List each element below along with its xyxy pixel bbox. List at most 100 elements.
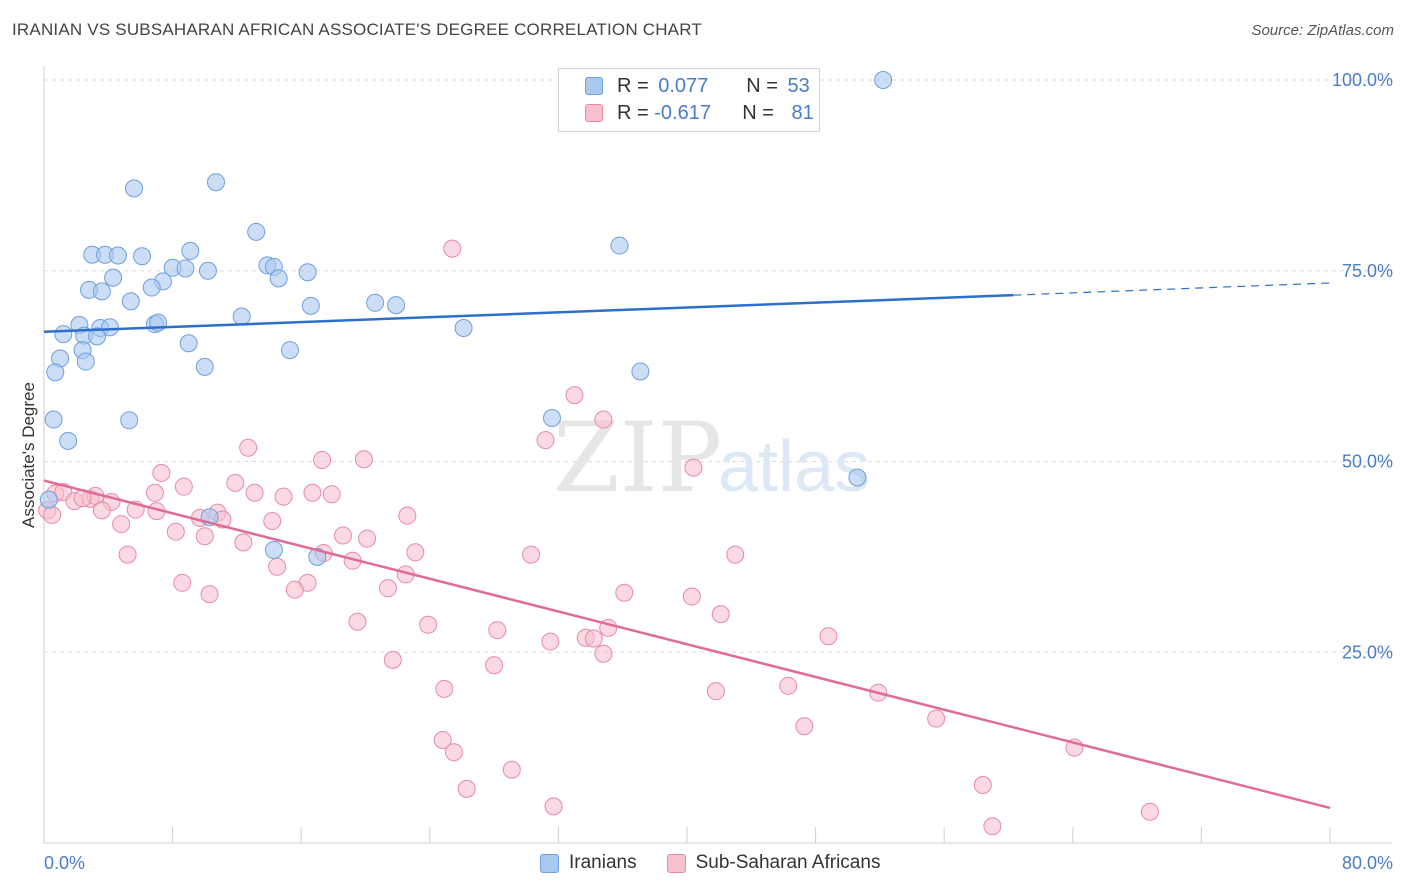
sub-saharan-point (973, 776, 992, 795)
legend-row-iranians: R = 0.077 N = 53 (585, 74, 810, 98)
y-tick-label: 50.0% (1342, 452, 1393, 472)
sub-saharan-point (268, 557, 287, 576)
sub-saharan-point (488, 621, 507, 640)
legend-r-value: -0.617 (654, 101, 711, 124)
sub-saharan-point (274, 487, 293, 506)
iranian-point (454, 318, 473, 337)
iranian-point (88, 327, 107, 346)
iranian-point (44, 410, 63, 429)
sub-saharan-point (226, 473, 245, 492)
sub-saharan-point (303, 483, 322, 502)
sub-saharan-point (615, 583, 634, 602)
sub-saharan-point (594, 644, 613, 663)
iranian-point (264, 541, 283, 560)
sub-saharan-point (245, 483, 264, 502)
sub-saharan-point (457, 779, 476, 798)
sub-saharan-point (541, 632, 560, 651)
series-swatch-subsaharan (666, 853, 686, 873)
x-tick-label: 80.0% (1342, 853, 1393, 873)
iranian-point (59, 431, 78, 450)
iranian-point (308, 547, 327, 566)
sub-saharan-point (443, 239, 462, 258)
legend-r-label: R = (617, 101, 649, 124)
legend-n-value: 53 (787, 74, 810, 97)
legend-n-value: 81 (791, 101, 814, 124)
sub-saharan-point (706, 682, 725, 701)
sub-saharan-point (152, 463, 171, 482)
sub-saharan-point (795, 717, 814, 736)
y-tick-label: 75.0% (1342, 261, 1393, 281)
legend-r-value: 0.077 (658, 74, 709, 97)
y-tick-label: 100.0% (1332, 70, 1393, 90)
sub-saharan-point (112, 515, 131, 534)
trend-lines (43, 282, 1331, 810)
sub-saharan-point (145, 483, 164, 502)
iranian-point (232, 307, 251, 326)
sub-saharan-point (779, 676, 798, 695)
iranian-point (181, 241, 200, 260)
sub-saharan-point (166, 522, 185, 541)
iranian-point (92, 282, 111, 301)
iranian-point (366, 293, 385, 312)
sub-saharan-point (174, 477, 193, 496)
iranian-point (108, 246, 127, 265)
iranian-point (195, 357, 214, 376)
y-tick-label: 25.0% (1342, 642, 1393, 662)
legend-n-label: N = (746, 74, 778, 97)
iranian-point (76, 352, 95, 371)
iranian-point (301, 296, 320, 315)
watermark: ZIP atlas (553, 402, 870, 514)
iranian-point (610, 236, 629, 255)
series-legend: Iranians Sub-Saharan Africans (540, 852, 910, 874)
sub-saharan-point (682, 587, 701, 606)
iranian-point (142, 278, 161, 297)
sub-saharan-point (711, 605, 730, 624)
sub-saharan-point (383, 650, 402, 669)
sub-saharan-point (444, 743, 463, 762)
iranian-point (207, 173, 226, 192)
iranian-point (54, 325, 73, 344)
iranian-point (269, 269, 288, 288)
sub-saharan-point (684, 458, 703, 477)
sub-saharan-point (1140, 802, 1159, 821)
iranian-points (39, 71, 893, 566)
sub-saharan-point (234, 533, 253, 552)
iranian-point (387, 296, 406, 315)
sub-saharan-point (544, 797, 563, 816)
series-legend-iranians: Iranians (540, 852, 637, 874)
sub-saharan-point (485, 656, 504, 675)
iranian-point (247, 222, 266, 241)
sub-saharan-point (594, 410, 613, 429)
sub-saharan-point (398, 506, 417, 525)
sub-saharan-point (536, 431, 555, 450)
iranian-point (631, 362, 650, 381)
sub-saharan-point (313, 450, 332, 469)
sub-saharan-point (435, 679, 454, 698)
gridlines (44, 79, 1392, 653)
sub-saharan-point (354, 450, 373, 469)
sub-saharan-point (419, 615, 438, 634)
sub-saharan-points (38, 239, 1159, 836)
sub-saharan-point (285, 580, 304, 599)
axes (43, 66, 1392, 844)
legend-row-subsaharan: R = -0.617 N = 81 (585, 101, 814, 125)
sub-saharan-point (502, 760, 521, 779)
sub-saharan-point (43, 505, 62, 524)
sub-saharan-point (239, 438, 258, 457)
iranian-trend-line (43, 293, 1014, 334)
sub-saharan-point (522, 545, 541, 564)
sub-saharan-point (406, 543, 425, 562)
sub-saharan-point (379, 579, 398, 598)
iranian-point (133, 247, 152, 266)
legend-r-label: R = (617, 74, 649, 97)
sub-saharan-point (433, 730, 452, 749)
iranian-point (125, 179, 144, 198)
legend-n-label: N = (742, 101, 774, 124)
iranian-point (46, 363, 65, 382)
y-axis-label: Associate's Degree (19, 382, 38, 528)
legend-swatch-iranians (585, 77, 603, 95)
iranian-point (280, 341, 299, 360)
series-label-subsaharan: Sub-Saharan Africans (695, 852, 881, 873)
sub-saharan-point (118, 545, 137, 564)
